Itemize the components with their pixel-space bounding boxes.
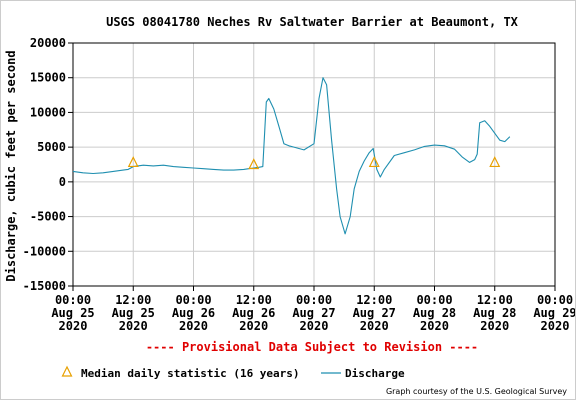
x-tick-label: 2020: [420, 319, 449, 333]
plot-frame: [72, 42, 556, 287]
y-tick-label: -5000: [30, 210, 66, 224]
x-tick-label: Aug 26: [172, 306, 215, 320]
x-tick-label: 2020: [480, 319, 509, 333]
x-tick-label: Aug 28: [473, 306, 516, 320]
median-marker: [127, 156, 139, 168]
y-tick-label: -15000: [23, 279, 66, 293]
y-tick-label: 5000: [37, 140, 66, 154]
x-tick-label: 12:00: [115, 293, 151, 307]
x-tick-label: 2020: [300, 319, 329, 333]
y-axis-label: Discharge, cubic feet per second: [4, 50, 18, 281]
discharge-legend-label: Discharge: [345, 367, 405, 380]
x-tick-label: 00:00: [296, 293, 332, 307]
legend: Median daily statistic (16 years) Discha…: [61, 365, 405, 380]
x-tick-label: 00:00: [55, 293, 91, 307]
plot-area: 20000150001000050000-5000-10000-1500000:…: [23, 36, 576, 333]
x-tick-label: 2020: [119, 319, 148, 333]
y-tick-label: 15000: [30, 71, 66, 85]
credit-text: Graph courtesy of the U.S. Geological Su…: [386, 387, 567, 396]
x-tick-label: 12:00: [236, 293, 272, 307]
x-tick-label: Aug 29: [533, 306, 575, 320]
median-legend-label: Median daily statistic (16 years): [81, 367, 300, 380]
x-tick-label: Aug 25: [112, 306, 155, 320]
x-tick-label: 2020: [239, 319, 268, 333]
y-tick-label: 10000: [30, 105, 66, 119]
x-tick-label: 00:00: [416, 293, 452, 307]
x-tick-label: 2020: [360, 319, 389, 333]
y-tick-label: -10000: [23, 244, 66, 258]
chart-title: USGS 08041780 Neches Rv Saltwater Barrie…: [106, 15, 519, 29]
x-tick-label: 00:00: [537, 293, 573, 307]
x-tick-label: 2020: [179, 319, 208, 333]
x-tick-label: 2020: [541, 319, 570, 333]
x-tick-label: 12:00: [477, 293, 513, 307]
y-tick-label: 20000: [30, 36, 66, 50]
x-tick-label: 2020: [59, 319, 88, 333]
x-tick-label: Aug 27: [353, 306, 396, 320]
x-tick-label: Aug 25: [51, 306, 94, 320]
median-marker: [248, 158, 260, 170]
x-tick-label: 00:00: [175, 293, 211, 307]
x-tick-label: Aug 27: [292, 306, 335, 320]
median-marker: [368, 156, 380, 168]
x-tick-label: Aug 28: [413, 306, 456, 320]
discharge-series-line: [72, 77, 511, 235]
x-tick-label: 12:00: [356, 293, 392, 307]
median-legend-symbol: [61, 365, 73, 377]
x-tick-label: Aug 26: [232, 306, 275, 320]
provisional-note: ---- Provisional Data Subject to Revisio…: [146, 340, 478, 354]
median-marker: [489, 156, 501, 168]
y-tick-label: 0: [59, 175, 66, 189]
